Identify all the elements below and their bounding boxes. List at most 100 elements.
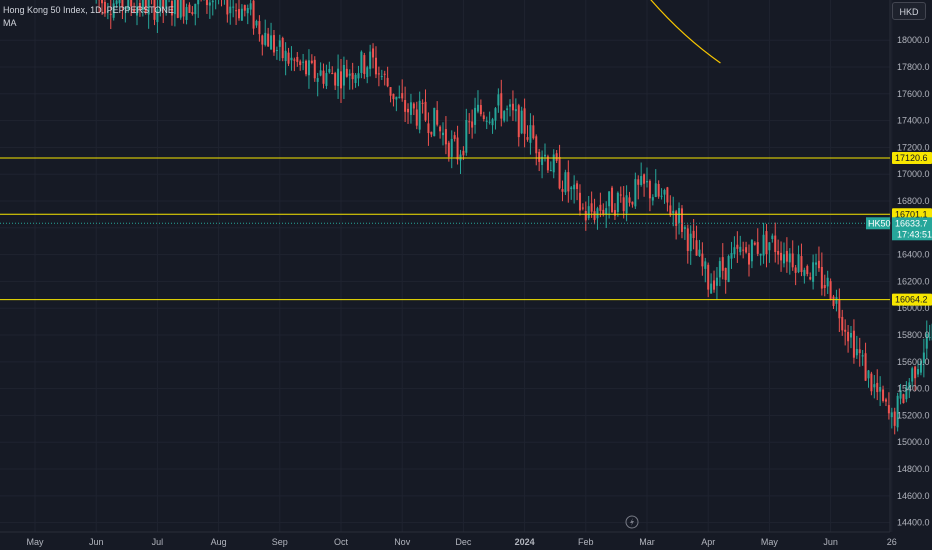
- candle-body: [835, 297, 838, 304]
- candle-body: [476, 104, 479, 112]
- candle-body: [756, 242, 759, 254]
- candle-body: [590, 203, 593, 212]
- candle-body: [188, 4, 191, 13]
- candle-body: [398, 96, 401, 98]
- candle-body: [153, 0, 156, 20]
- candle-body: [739, 246, 742, 253]
- candle-body: [578, 192, 581, 211]
- candle-body: [208, 2, 211, 6]
- horizontal-line-value: 17120.6: [895, 153, 928, 163]
- bolt-icon[interactable]: [625, 515, 639, 529]
- candle-body: [412, 103, 415, 109]
- candle-body: [229, 6, 232, 14]
- candle-body: [567, 172, 570, 192]
- candle-body: [911, 368, 914, 382]
- candle-body: [692, 230, 695, 239]
- candle-body: [141, 0, 144, 11]
- candle-body: [884, 399, 887, 402]
- candle-body: [176, 0, 179, 18]
- x-tick-label: Oct: [334, 537, 349, 547]
- horizontal-line-tag: [892, 208, 932, 221]
- candle-body: [462, 150, 465, 156]
- x-tick-label: Jun: [823, 537, 838, 547]
- candle-body: [573, 184, 576, 190]
- candle-body: [109, 13, 112, 15]
- candle-body: [867, 370, 870, 379]
- candle-body: [762, 234, 765, 256]
- candle-body: [340, 71, 342, 89]
- candle-body: [570, 187, 573, 190]
- y-tick-label: 16400.0: [897, 250, 930, 260]
- candle-body: [794, 267, 797, 273]
- candle-body: [377, 73, 380, 75]
- candle-body: [730, 253, 733, 259]
- candle-body: [541, 156, 544, 165]
- candle-body: [226, 0, 229, 15]
- candle-body: [625, 195, 628, 214]
- candle-body: [847, 331, 850, 342]
- y-tick-label: 15800.0: [897, 330, 930, 340]
- candle-body: [427, 123, 430, 134]
- candle-body: [855, 348, 858, 356]
- time-axis[interactable]: May Jun Jul Aug Sep Oct Nov Dec 2024 Feb Mar Apr May…: [26, 537, 896, 547]
- candle-body: [238, 9, 240, 19]
- horizontal-lines-group[interactable]: [0, 157, 890, 301]
- candle-body: [252, 0, 255, 29]
- candle-body: [680, 208, 683, 232]
- candle-body: [864, 353, 867, 381]
- currency-button[interactable]: HKD: [892, 2, 926, 20]
- y-tick-label: 17400.0: [897, 116, 930, 126]
- candle-body: [366, 67, 369, 78]
- candle-body: [197, 0, 200, 5]
- candle-body: [258, 21, 261, 35]
- candle-body: [520, 110, 523, 134]
- candle-body: [121, 0, 124, 8]
- y-tick-label: 14600.0: [897, 491, 930, 501]
- candle-body: [721, 257, 724, 271]
- candle-body: [136, 6, 138, 16]
- candle-body: [675, 211, 678, 226]
- x-tick-label: May: [26, 537, 44, 547]
- chart-title[interactable]: Hong Kong 50 Index, 1D, PEPPERSTONE: [3, 5, 174, 15]
- candle-body: [765, 231, 768, 255]
- candle-body: [421, 102, 424, 104]
- candle-body: [261, 35, 264, 45]
- candle-body: [561, 189, 564, 192]
- candle-body: [698, 249, 701, 256]
- candle-body: [351, 72, 354, 80]
- candle-body: [267, 33, 270, 47]
- candle-body: [305, 60, 308, 75]
- candle-body: [861, 355, 864, 357]
- x-tick-label: Aug: [211, 537, 227, 547]
- candle-body: [319, 70, 322, 76]
- candle-body: [392, 93, 395, 100]
- candle-body: [474, 107, 477, 125]
- price-axis[interactable]: 14400.0 14600.0 14800.0 15000.0 15200.0 15400…: [897, 35, 930, 527]
- candle-body: [782, 254, 785, 264]
- candle-body: [605, 208, 608, 215]
- candle-body: [179, 0, 182, 18]
- candle-body: [925, 333, 928, 349]
- candle-body: [666, 187, 669, 203]
- candle-body: [290, 57, 293, 61]
- y-tick-label: 17200.0: [897, 142, 930, 152]
- candle-body: [511, 103, 514, 111]
- candle-body: [686, 228, 689, 251]
- ma-line: [650, 0, 721, 64]
- candle-body: [383, 73, 386, 75]
- candle-body: [733, 247, 736, 255]
- candle-body: [917, 369, 920, 375]
- candle-body: [815, 262, 818, 265]
- candle-body: [727, 256, 730, 282]
- candle-body: [538, 151, 541, 162]
- candle-body: [713, 280, 716, 290]
- y-tick-label: 16200.0: [897, 276, 930, 286]
- y-tick-label: 14400.0: [897, 518, 930, 528]
- candle-body: [544, 154, 546, 157]
- indicator-label[interactable]: MA: [3, 18, 17, 28]
- candle-body: [581, 207, 584, 209]
- candle-body: [678, 208, 681, 223]
- candle-body: [873, 384, 876, 388]
- candle-body: [564, 172, 567, 193]
